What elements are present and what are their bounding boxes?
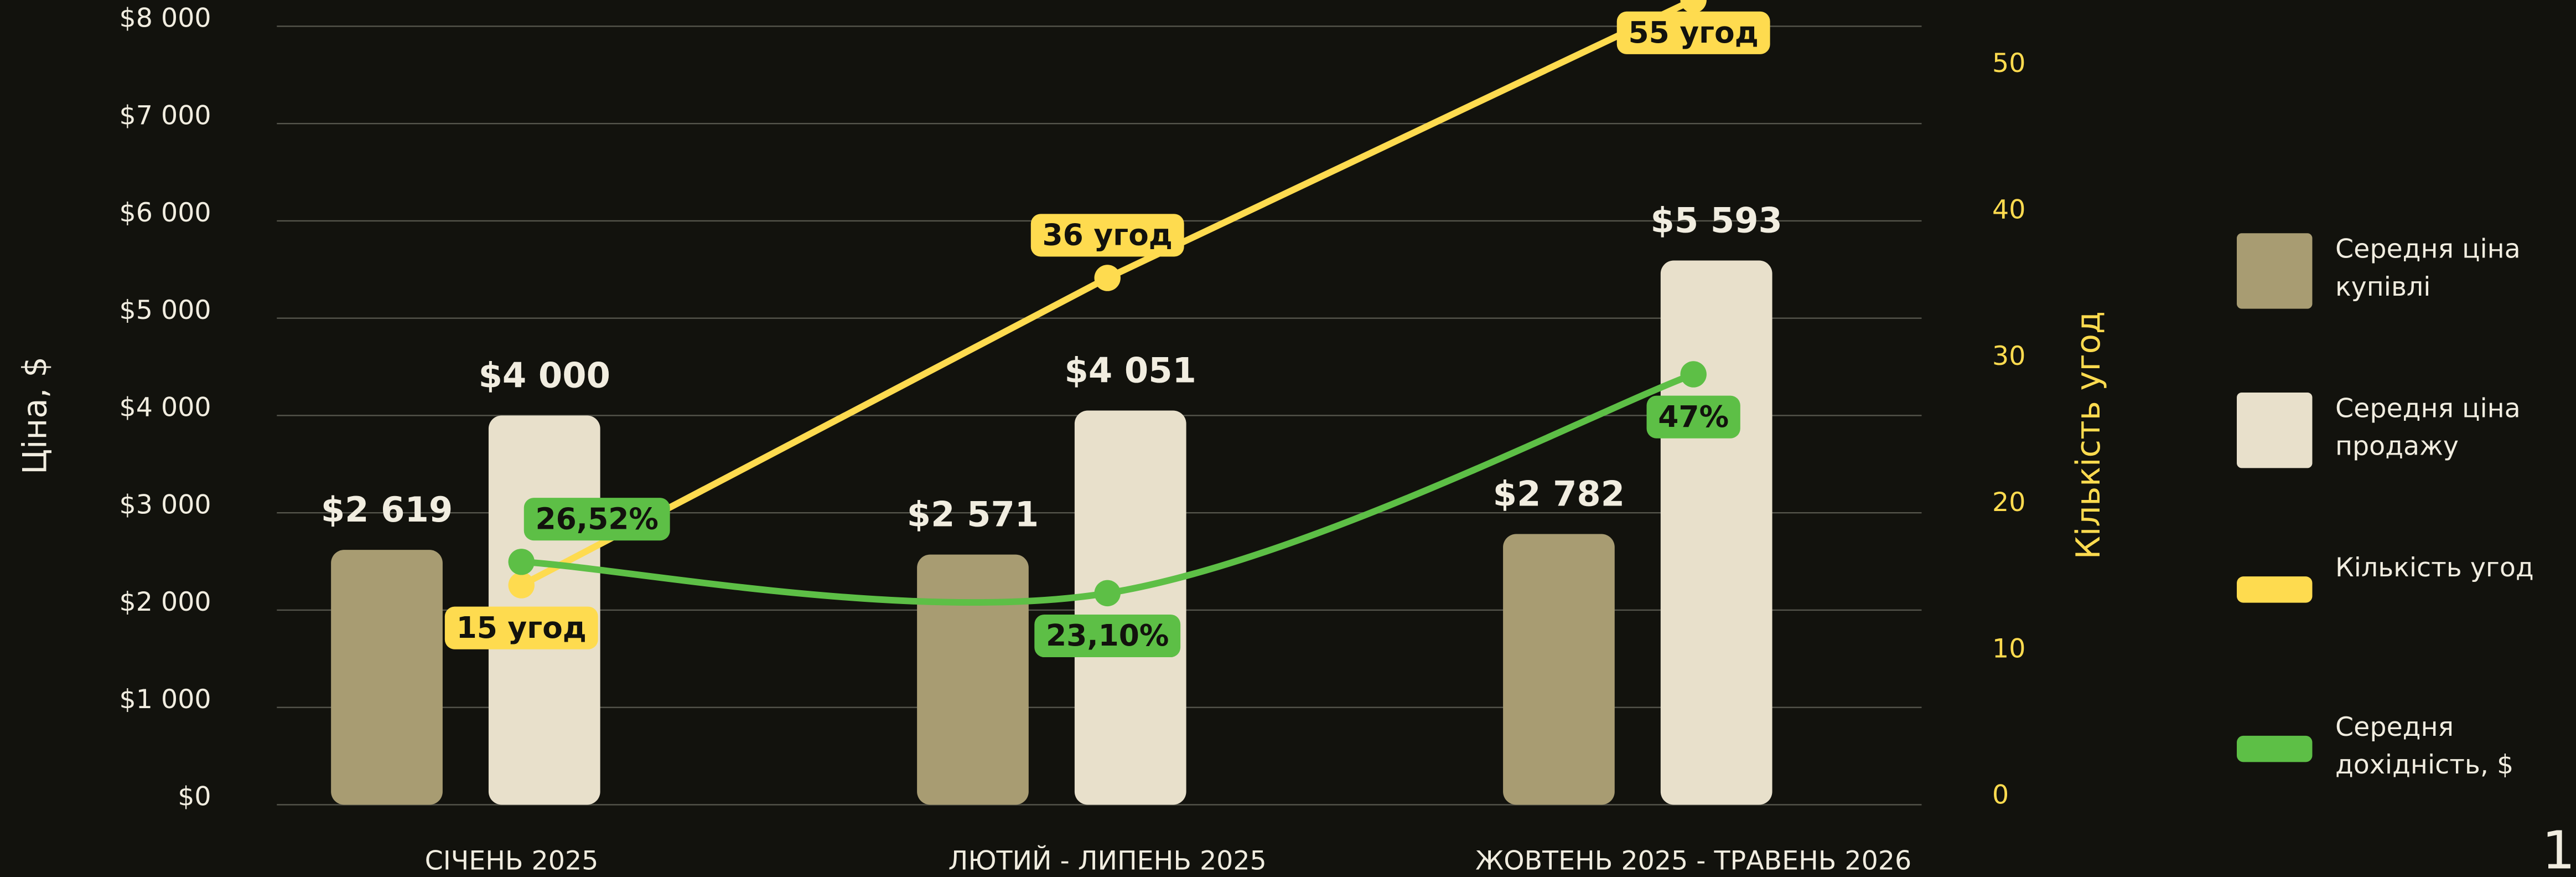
line-point (1094, 265, 1121, 291)
legend-item: Середня ціна продажу (2335, 392, 2521, 462)
data-label-bg (524, 498, 670, 541)
y2-axis-title: Кількість угод (2069, 311, 2107, 559)
data-label-bg (1034, 614, 1181, 658)
data-label-box: 47% (1646, 395, 1740, 438)
y-tick-label: $1 000 (120, 684, 211, 715)
legend-item: Середня ціна купівлі (2335, 233, 2521, 302)
legend-swatch (2237, 392, 2313, 468)
bar-value-label: $4 051 (1065, 350, 1196, 390)
data-label-box: 15 угод (444, 606, 598, 649)
y-tick-label: $2 000 (120, 587, 211, 617)
y-tick-label: $7 000 (120, 100, 211, 131)
y-tick-label: $4 000 (120, 393, 211, 423)
legend-swatch (2237, 735, 2313, 762)
line-point (1680, 0, 1707, 13)
page-number: 1 (2542, 820, 2575, 877)
y-axis-title: Ціна, $ (15, 357, 54, 474)
legend-swatch (2237, 233, 2313, 309)
y-tick-label: $6 000 (120, 198, 211, 228)
bar-value-label: $2 782 (1493, 473, 1625, 514)
data-label-bg (1646, 395, 1740, 438)
data-label: 15 угод (457, 610, 587, 645)
bar (331, 550, 443, 805)
data-label-bg (444, 606, 598, 649)
y-tick-label: $5 000 (120, 295, 211, 326)
data-label: 36 угод (1043, 218, 1173, 252)
y2-tick-label: 40 (1992, 194, 2025, 225)
bar (1074, 410, 1186, 805)
y2-tick-label: 50 (1992, 48, 2025, 79)
data-label: 26,52% (536, 501, 659, 536)
x-tick-label: СІЧЕНЬ 2025 (425, 845, 599, 876)
legend-label: Середня ціна купівлі (2335, 233, 2521, 302)
data-label-box: 36 угод (1030, 214, 1184, 257)
legend-item: Кількість угод (2335, 551, 2534, 584)
legend-label: Середня дохідність, $ (2335, 711, 2514, 780)
bar-value-label: $2 571 (907, 494, 1039, 534)
data-label-bg (1030, 214, 1184, 257)
legend-label: Кількість угод (2335, 551, 2534, 584)
bar-value-label: $4 000 (479, 355, 610, 395)
data-label: 47% (1658, 399, 1729, 434)
line-point (1094, 580, 1121, 607)
bar (1503, 534, 1615, 805)
y2-tick-label: 20 (1992, 487, 2025, 518)
data-label: 55 угод (1629, 15, 1759, 50)
bar-value-label: $2 619 (321, 489, 453, 530)
x-tick-label: ЖОВТЕНЬ 2025 - ТРАВЕНЬ 2026 (1475, 845, 1911, 876)
data-label-bg (1616, 11, 1770, 54)
data-label-box: 23,10% (1034, 614, 1181, 658)
line-point (508, 549, 535, 575)
y2-tick-label: 0 (1992, 780, 2009, 811)
legend-label: Середня ціна продажу (2335, 392, 2521, 462)
line-point (1680, 361, 1707, 388)
legend-swatch (2237, 576, 2313, 603)
y2-tick-label: 10 (1992, 633, 2025, 664)
bar-value-label: $5 593 (1651, 200, 1782, 240)
bar (917, 554, 1029, 805)
y-tick-label: $0 (178, 782, 211, 812)
line-point (508, 572, 535, 599)
y-tick-label: $8 000 (120, 3, 211, 34)
y-tick-label: $3 000 (120, 489, 211, 520)
bar (1660, 260, 1772, 805)
data-label: 23,10% (1046, 618, 1169, 653)
y2-tick-label: 30 (1992, 341, 2025, 372)
x-tick-label: ЛЮТИЙ - ЛИПЕНЬ 2025 (948, 844, 1267, 876)
data-label-box: 26,52% (524, 498, 670, 541)
legend-item: Середня дохідність, $ (2335, 711, 2514, 780)
data-label-box: 55 угод (1616, 11, 1770, 54)
